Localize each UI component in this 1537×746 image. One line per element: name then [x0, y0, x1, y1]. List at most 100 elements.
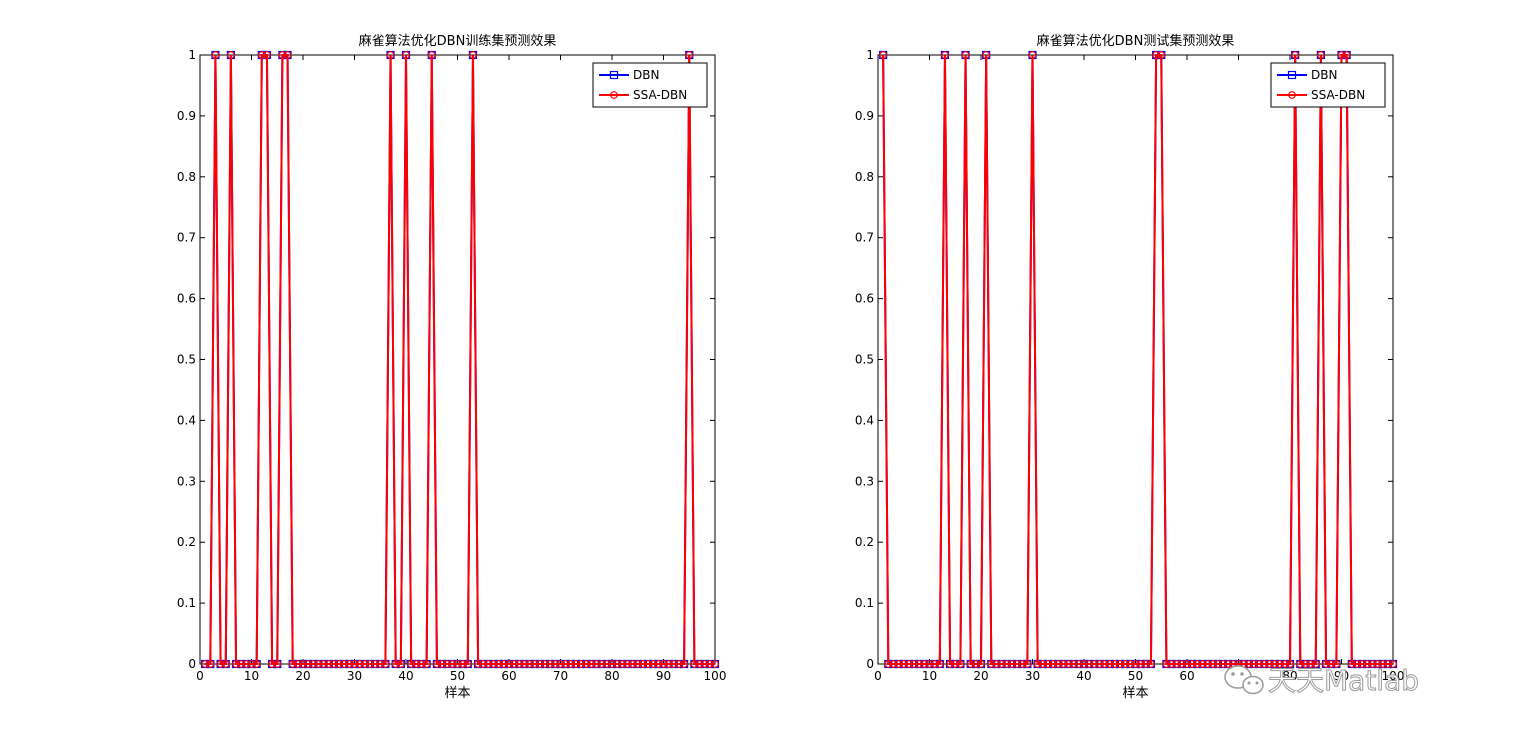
data-point: [1136, 660, 1145, 668]
data-point: [335, 660, 343, 668]
data-point: [956, 660, 965, 668]
data-point: [391, 660, 400, 668]
data-point: [899, 660, 908, 668]
data-point: [293, 660, 302, 668]
data-point: [1028, 51, 1037, 59]
data-point: [1363, 660, 1372, 668]
data-point: [324, 660, 333, 668]
data-point: [618, 660, 627, 668]
legend: DBN SSA-DBN: [592, 62, 708, 108]
data-point: [1378, 660, 1387, 668]
x-tick-label: 90: [1334, 669, 1349, 683]
data-point: [1347, 660, 1356, 668]
data-point: [915, 660, 924, 668]
legend-box: [592, 62, 708, 108]
data-point: [371, 660, 380, 668]
x-tick-label: 20: [973, 669, 988, 683]
y-tick-label: 0.2: [855, 535, 874, 549]
data-point: [530, 660, 539, 668]
x-tick-label: 30: [347, 669, 362, 683]
data-point: [1172, 660, 1181, 668]
data-point: [961, 51, 970, 59]
data-point: [381, 660, 390, 668]
data-point: [1018, 660, 1027, 668]
legend-marker: [1287, 70, 1297, 80]
y-tick-label: 0.9: [177, 109, 196, 123]
data-point: [582, 660, 591, 668]
data-point: [386, 51, 395, 59]
y-tick-label: 0.8: [177, 170, 196, 184]
data-point: [226, 51, 235, 59]
data-point: [946, 660, 954, 668]
data-point: [659, 660, 668, 668]
data-point: [330, 660, 338, 668]
data-point: [536, 660, 544, 668]
y-tick-label: 0.4: [855, 413, 874, 427]
x-tick-label: 0: [196, 669, 204, 683]
data-point: [469, 51, 477, 59]
data-point: [1013, 660, 1021, 668]
y-tick-label: 1: [866, 48, 874, 62]
data-point: [633, 660, 642, 668]
wechat-icon: [1224, 665, 1264, 695]
series-ssa-dbn: [879, 51, 1397, 668]
data-point: [884, 660, 893, 668]
chart-title: 麻雀算法优化DBN测试集预测效果: [1037, 33, 1235, 49]
data-point: [1389, 660, 1397, 668]
data-point: [1193, 660, 1202, 668]
data-point: [695, 660, 704, 668]
data-point: [587, 660, 596, 668]
data-point: [1054, 660, 1063, 668]
data-point: [319, 660, 328, 668]
data-point: [889, 660, 898, 668]
data-point: [1131, 660, 1140, 668]
data-point: [597, 660, 606, 668]
data-point: [608, 660, 616, 668]
data-point: [1121, 660, 1130, 668]
train-set-chart: 麻雀算法优化DBN训练集预测效果 样本 0 10 20 30 40 50 60 70 80 90 1…: [177, 33, 727, 701]
data-point: [1008, 660, 1016, 668]
y-tick-label: 0: [866, 657, 874, 671]
data-point: [1265, 660, 1274, 668]
data-point: [1049, 660, 1057, 668]
data-point: [1038, 660, 1047, 668]
data-point: [1337, 51, 1346, 59]
data-point: [360, 660, 369, 668]
data-point: [1162, 660, 1171, 668]
data-point: [273, 660, 282, 668]
data-point: [1270, 660, 1279, 668]
data-point: [1141, 660, 1150, 668]
x-tick-label: 100: [1382, 669, 1405, 683]
data-point: [206, 660, 215, 668]
data-point: [412, 660, 421, 668]
data-point: [283, 51, 292, 59]
data-point: [1002, 660, 1011, 668]
legend-entry: SSA-DBN: [599, 88, 687, 102]
data-point: [690, 660, 699, 668]
y-tick-label: 0.3: [855, 474, 874, 488]
data-point: [592, 660, 601, 668]
data-point: [551, 660, 560, 668]
data-point: [448, 660, 457, 668]
data-point: [345, 660, 354, 668]
data-point: [201, 660, 210, 668]
data-point: [577, 660, 585, 668]
plot-area: [199, 54, 716, 665]
data-point: [977, 660, 985, 668]
data-point: [705, 660, 714, 668]
data-point: [971, 660, 980, 668]
data-point: [515, 660, 524, 668]
x-tick-label: 70: [553, 669, 568, 683]
legend-marker: [610, 91, 618, 99]
data-point: [1167, 660, 1176, 668]
data-point: [376, 660, 385, 668]
data-point: [1064, 660, 1073, 668]
data-point: [1260, 660, 1269, 668]
data-point: [474, 660, 483, 668]
y-tick-label: 0.7: [177, 231, 196, 245]
data-point: [628, 660, 637, 668]
data-point: [505, 660, 513, 668]
x-tick-label: 40: [398, 669, 413, 683]
data-point: [232, 660, 240, 668]
data-point: [1296, 660, 1305, 668]
